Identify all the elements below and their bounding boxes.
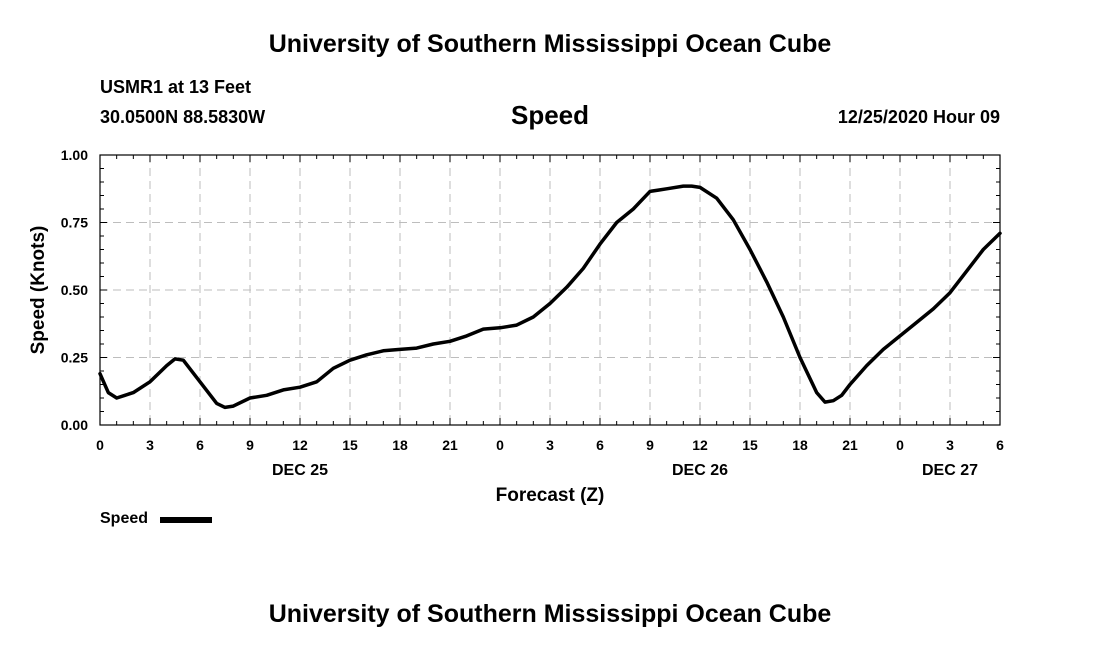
station-label: USMR1 at 13 Feet <box>100 77 252 97</box>
speed-series-line <box>98 184 1002 410</box>
x-tick-label: 21 <box>842 437 858 453</box>
x-tick-label: 15 <box>342 437 358 453</box>
plot-frame <box>99 154 1001 426</box>
x-tick-label: 3 <box>146 437 154 453</box>
coordinates-label: 30.0500N 88.5830W <box>100 107 266 127</box>
x-tick-label: 21 <box>442 437 458 453</box>
x-tick-label: 6 <box>996 437 1004 453</box>
x-tick-label: 0 <box>96 437 104 453</box>
x-tick-label: 6 <box>196 437 204 453</box>
x-tick-label: 12 <box>692 437 708 453</box>
x-tick-label: 12 <box>292 437 308 453</box>
y-tick-label: 0.50 <box>61 282 88 298</box>
x-tick-label: 0 <box>896 437 904 453</box>
day-label: DEC 25 <box>272 462 328 479</box>
chart-header-title: University of Southern Mississippi Ocean… <box>268 30 832 58</box>
x-tick-label: 9 <box>246 437 254 453</box>
day-label: DEC 27 <box>922 462 978 479</box>
legend-line-swatch <box>160 517 212 523</box>
datetime-label: 12/25/2020 Hour 09 <box>837 107 1000 127</box>
x-tick-label: 18 <box>792 437 808 453</box>
grid-lines <box>100 155 1000 425</box>
x-axis-label: Forecast (Z) <box>496 485 605 506</box>
x-tick-label: 15 <box>742 437 758 453</box>
legend-label: Speed <box>100 510 149 527</box>
x-tick-label: 0 <box>496 437 504 453</box>
y-tick-labels: 0.00 0.25 0.50 0.75 1.00 <box>61 147 88 433</box>
y-tick-label: 0.00 <box>61 417 88 433</box>
chart-footer-title: University of Southern Mississippi Ocean… <box>268 600 832 628</box>
y-tick-label: 0.75 <box>61 215 88 231</box>
y-axis-label: Speed (Knots) <box>28 226 49 355</box>
variable-title: Speed <box>510 100 590 130</box>
x-tick-label: 6 <box>596 437 604 453</box>
x-tick-label: 3 <box>546 437 554 453</box>
x-tick-label: 9 <box>646 437 654 453</box>
day-label: DEC 26 <box>672 462 728 479</box>
x-tick-label: 3 <box>946 437 954 453</box>
x-tick-label: 18 <box>392 437 408 453</box>
x-tick-labels: 0 3 6 9 12 15 18 21 0 3 6 9 12 15 18 21 0 3 6 <box>96 437 1004 453</box>
y-tick-label: 1.00 <box>61 147 88 163</box>
y-tick-label: 0.25 <box>61 350 88 366</box>
day-labels: DEC 25 DEC 26 DEC 27 <box>272 462 978 479</box>
